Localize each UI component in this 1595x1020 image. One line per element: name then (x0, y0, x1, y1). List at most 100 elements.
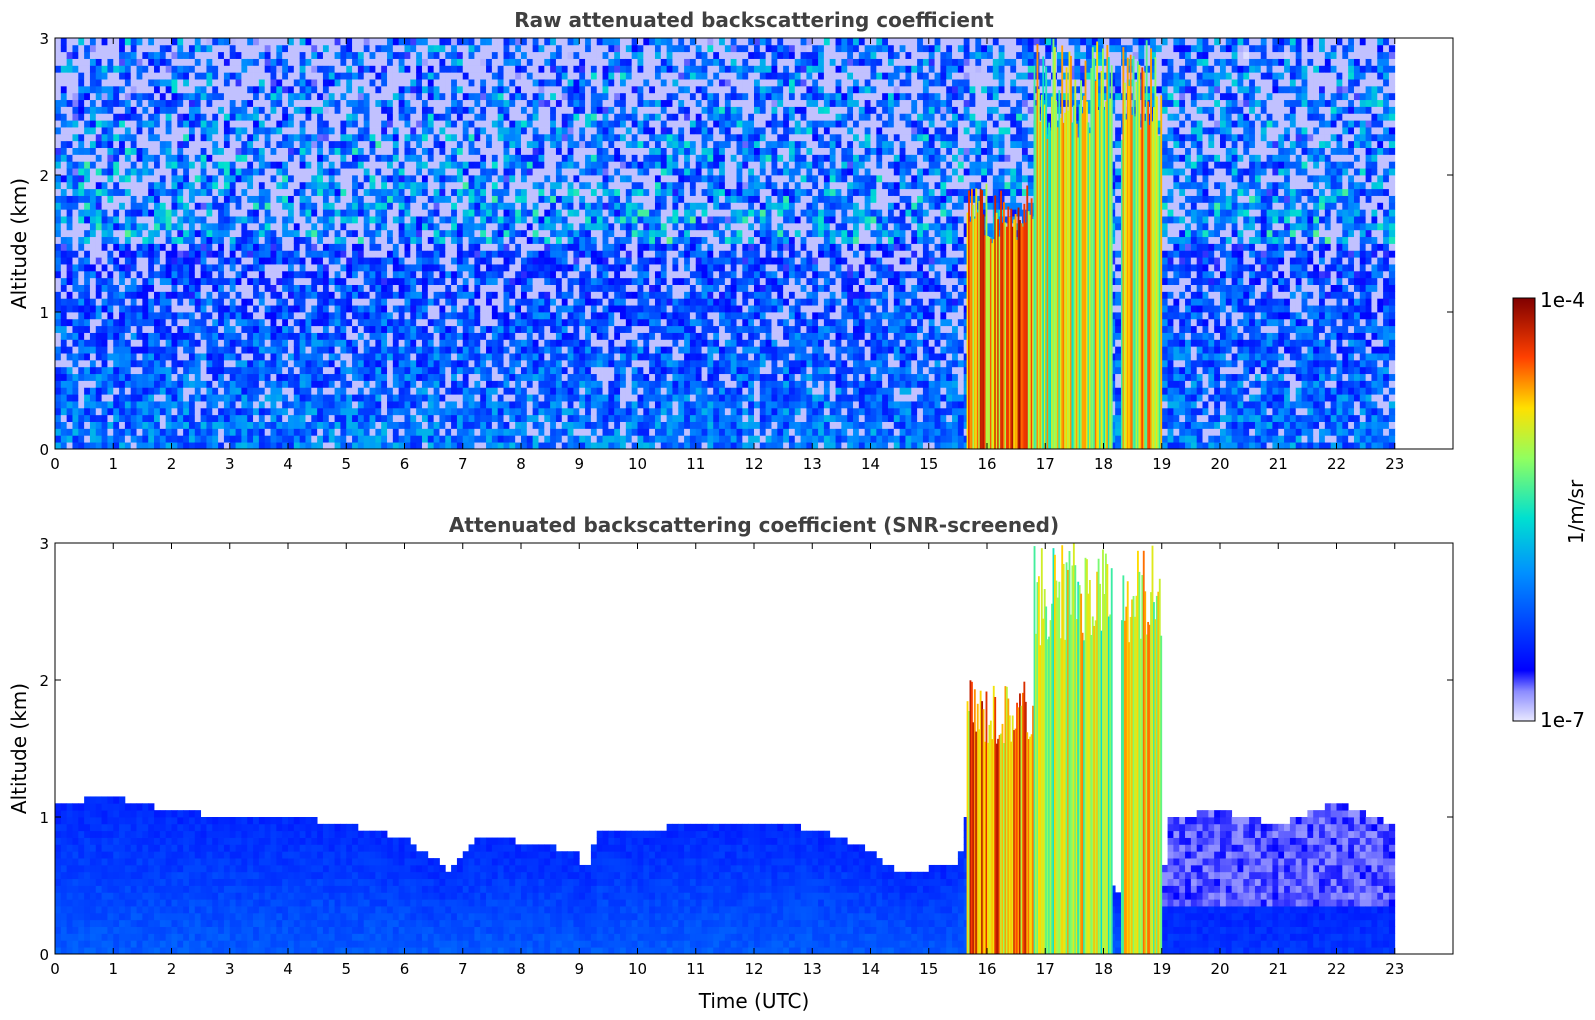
heatmap-cell (60, 202, 68, 210)
heatmap-cell (509, 58, 516, 66)
heatmap-cell (445, 216, 452, 224)
heatmap-cell (95, 312, 102, 320)
heatmap-cell (363, 257, 370, 265)
heatmap-cell (305, 181, 312, 190)
heatmap-cell (293, 291, 301, 299)
heatmap-cell (462, 222, 469, 231)
heatmap-cell (288, 58, 295, 66)
heatmap-cell (486, 394, 493, 402)
heatmap-cell (66, 38, 73, 46)
heatmap-cell (538, 407, 545, 416)
heatmap-cell (241, 312, 248, 320)
heatmap-cell (503, 154, 510, 162)
heatmap-cell (229, 270, 236, 279)
heatmap-cell (183, 51, 190, 59)
heatmap-cell (421, 291, 429, 299)
heatmap-cell (381, 407, 388, 416)
heatmap-cell (258, 380, 266, 388)
heatmap-cell (84, 394, 91, 402)
heatmap-cell (200, 366, 207, 375)
heatmap-cell (66, 346, 73, 354)
heatmap-cell (416, 168, 423, 176)
heatmap-cell (119, 229, 126, 238)
heatmap-cell (66, 147, 73, 155)
heatmap-cell (357, 257, 365, 265)
heatmap-cell (346, 291, 353, 299)
heatmap-cell (60, 298, 68, 306)
heatmap-cell (456, 394, 464, 402)
heatmap-cell (55, 216, 62, 224)
heatmap-cell (66, 243, 73, 251)
heatmap-cell (352, 257, 359, 265)
heatmap-cell (84, 305, 91, 313)
heatmap-cell (427, 257, 435, 265)
heatmap-cell (392, 154, 400, 162)
heatmap-cell (346, 359, 353, 368)
heatmap-cell (404, 325, 411, 333)
heatmap-cell (247, 154, 254, 162)
heatmap-cell (194, 359, 202, 368)
heatmap-cell (293, 99, 301, 107)
heatmap-cell (101, 305, 108, 313)
heatmap-cell (340, 387, 347, 395)
heatmap-cell (194, 366, 202, 375)
heatmap-cell (241, 428, 248, 436)
heatmap-cell (282, 147, 289, 155)
heatmap-cell (288, 222, 295, 231)
heatmap-cell (194, 38, 202, 46)
heatmap-cell (293, 401, 301, 409)
heatmap-cell (253, 51, 260, 59)
heatmap-cell (515, 140, 522, 148)
heatmap-cell (317, 366, 324, 375)
heatmap-cell (101, 421, 108, 429)
heatmap-cell (427, 106, 435, 114)
heatmap-cell (142, 175, 149, 183)
heatmap-cell (515, 147, 522, 155)
heatmap-cell (188, 298, 196, 306)
heatmap-cell (218, 428, 225, 436)
heatmap-cell (317, 209, 324, 217)
heatmap-cell (462, 407, 469, 416)
heatmap-cell (188, 72, 196, 80)
heatmap-cell (381, 366, 388, 375)
heatmap-cell (381, 284, 388, 292)
heatmap-cell (468, 339, 475, 347)
heatmap-cell (462, 421, 469, 429)
heatmap-cell (165, 250, 172, 258)
heatmap-cell (247, 106, 254, 114)
heatmap-cell (270, 175, 277, 183)
heatmap-cell (235, 154, 242, 162)
heatmap-cell (154, 346, 161, 354)
heatmap-cell (439, 312, 446, 320)
heatmap-cell (270, 298, 277, 306)
heatmap-cell (305, 353, 312, 361)
heatmap-cell (392, 277, 400, 285)
heatmap-cell (78, 154, 85, 162)
heatmap-cell (101, 298, 108, 306)
heatmap-cell (363, 181, 370, 190)
heatmap-cell (532, 264, 539, 272)
heatmap-cell (421, 366, 429, 375)
heatmap-cell (433, 353, 440, 361)
heatmap-cell (427, 298, 435, 306)
heatmap-cell (509, 346, 516, 354)
heatmap-cell (55, 92, 62, 101)
heatmap-cell (322, 140, 330, 148)
heatmap-cell (188, 92, 196, 101)
heatmap-cell (206, 291, 213, 299)
heatmap-cell (416, 202, 423, 210)
heatmap-cell (456, 195, 464, 203)
heatmap-cell (439, 113, 446, 121)
heatmap-cell (328, 264, 335, 272)
heatmap-cell (55, 127, 62, 135)
heatmap-cell (95, 175, 102, 183)
heatmap-cell (159, 229, 167, 238)
heatmap-cell (392, 202, 400, 210)
heatmap-cell (486, 236, 493, 244)
heatmap-cell (212, 127, 219, 135)
heatmap-cell (55, 72, 62, 80)
heatmap-cell (456, 284, 464, 292)
heatmap-cell (451, 277, 458, 285)
heatmap-cell (526, 325, 534, 333)
heatmap-cell (305, 318, 312, 327)
